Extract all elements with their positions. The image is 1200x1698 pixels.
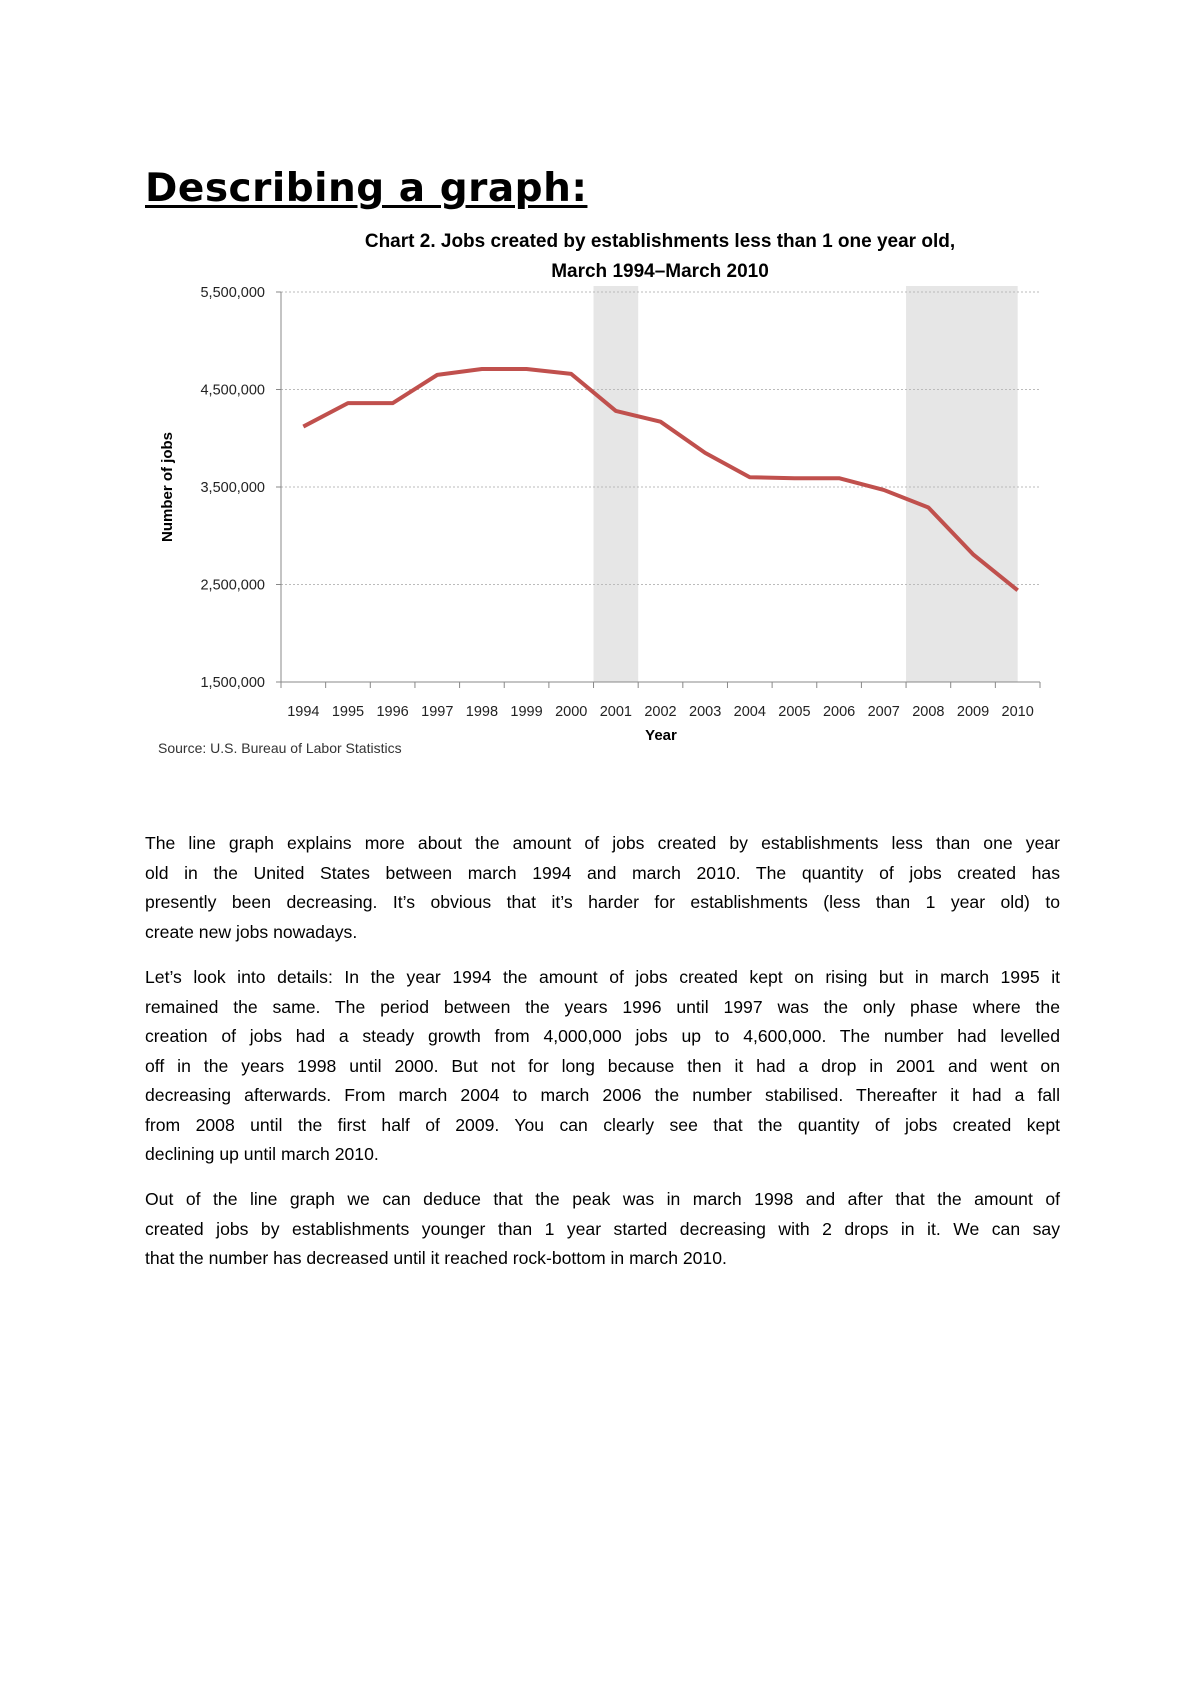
x-tick-label: 1998 [466, 704, 498, 720]
y-axis-title: Number of jobs [159, 432, 176, 542]
x-tick-label: 2008 [912, 704, 944, 720]
page-heading: Describing a graph: [145, 166, 588, 211]
paragraph-line: remained the same. The period between th… [145, 996, 1060, 1017]
x-tick-label: 2001 [600, 704, 632, 720]
x-tick-label: 1997 [421, 704, 453, 720]
paragraph-line: old in the United States between march 1… [145, 862, 1060, 883]
y-tick-label: 5,500,000 [200, 285, 265, 301]
paragraph-3: Out of the line graph we can deduce that… [145, 1185, 1060, 1274]
paragraph-line: Out of the line graph we can deduce that… [145, 1189, 1060, 1209]
x-tick-label: 2002 [644, 704, 676, 720]
recession-shade [593, 286, 639, 682]
x-tick-label: 1994 [287, 704, 319, 720]
paragraph-line: creation of jobs had a steady growth fro… [145, 1026, 1060, 1046]
paragraph-line: off in the years 1998 until 2000. But no… [145, 1055, 1060, 1076]
series-line-jobs-created [302, 367, 1019, 592]
x-tick-label: 1999 [510, 704, 542, 720]
x-tick-label: 2006 [823, 704, 855, 720]
paragraph-line: from 2008 until the first half of 2009. … [145, 1114, 1060, 1135]
chart-source: Source: U.S. Bureau of Labor Statistics [158, 740, 402, 756]
paragraph-line: create new jobs nowadays. [145, 921, 358, 942]
line-chart: Chart 2. Jobs created by establishments … [158, 231, 1041, 756]
recession-shade [906, 286, 1018, 682]
x-tick-label: 2007 [868, 704, 900, 720]
paragraph-line: declining up until march 2010. [145, 1144, 379, 1164]
x-tick-label: 1995 [332, 704, 364, 720]
y-tick-label: 3,500,000 [200, 480, 265, 496]
x-tick-label: 2009 [957, 704, 989, 720]
y-tick-label: 4,500,000 [200, 383, 265, 399]
paragraph-line: The line graph explains more about the a… [145, 833, 1060, 853]
paragraph-2: Let’s look into details: In the year 199… [145, 963, 1060, 1170]
paragraph-line: that the number has decreased until it r… [145, 1248, 727, 1268]
x-axis-title: Year [645, 727, 677, 744]
chart-title-line-2: March 1994–March 2010 [551, 261, 769, 282]
y-tick-label: 1,500,000 [200, 675, 265, 691]
paragraph-1: The line graph explains more about the a… [145, 829, 1060, 947]
paragraph-line: presently been decreasing. It’s obvious … [145, 892, 1060, 912]
x-tick-label: 2005 [778, 704, 810, 720]
chart-title-line-1: Chart 2. Jobs created by establishments … [365, 231, 955, 252]
x-tick-label: 2010 [1002, 704, 1034, 720]
paragraph-line: Let’s look into details: In the year 199… [145, 967, 1060, 987]
paragraph-line: decreasing afterwards. From march 2004 t… [145, 1085, 1060, 1105]
y-tick-label: 2,500,000 [200, 578, 265, 594]
x-tick-label: 2003 [689, 704, 721, 720]
x-tick-label: 2000 [555, 704, 587, 720]
x-tick-label: 2004 [734, 704, 766, 720]
paragraph-line: created jobs by establishments younger t… [145, 1218, 1060, 1239]
x-tick-label: 1996 [376, 704, 408, 720]
